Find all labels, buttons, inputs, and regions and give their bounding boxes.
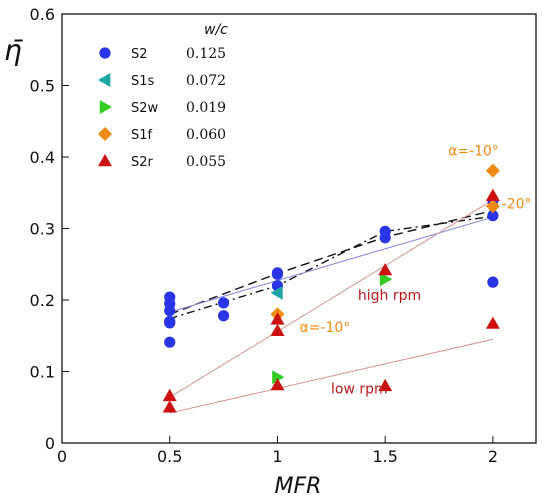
legend-marker-s2 [99, 47, 111, 59]
point-s2r-7 [378, 378, 393, 392]
fit-line-solid-4 [169, 199, 494, 398]
point-s2w-2 [379, 272, 393, 287]
point-s2-13 [379, 232, 391, 244]
point-s2r-4 [270, 323, 285, 336]
axis-ticks: 0 0.5 1 1.5 2 0 0.1 0.2 0.3 0.4 0.5 0.6 [30, 5, 498, 466]
y-tick-label: 0.6 [30, 5, 55, 24]
point-s2r-8 [485, 188, 500, 201]
point-s2r-5 [270, 378, 285, 391]
legend-marker-s1s [98, 73, 111, 87]
y-tick-label: 0 [45, 434, 55, 453]
legend-marker-s2w [99, 100, 112, 114]
annotation-5: low rpm [331, 382, 388, 398]
y-tick-label: 0.3 [30, 220, 55, 239]
x-tick-label: 1 [272, 447, 282, 466]
point-s2-8 [217, 310, 230, 322]
x-axis-title: MFR [275, 474, 322, 499]
x-tick-label: 1.5 [372, 447, 397, 466]
legend-label-s1f: S1f [131, 128, 153, 143]
legend-value-s1f: 0.060 [186, 127, 226, 143]
point-s2-15 [487, 210, 499, 222]
y-tick-label: 0.1 [30, 363, 55, 382]
annotations: α=-10° -20° high rpm α=-10° low rpm [299, 144, 531, 398]
x-tick-label: 0.5 [157, 447, 182, 466]
point-s1s-1 [270, 285, 283, 300]
point-s2-16 [487, 276, 499, 288]
y-tick-label: 0.4 [30, 148, 55, 167]
legend-label-s2r: S2r [131, 155, 154, 170]
point-s2-6 [164, 336, 176, 348]
legend: w/c S2 0.125 S1s 0.072 S2w 0.019 S1f 0.060 S2r 0.… [98, 22, 228, 170]
point-s2r-6 [378, 263, 393, 276]
point-s1f-2 [485, 163, 500, 178]
data-points [162, 163, 500, 413]
legend-value-s2r: 0.055 [186, 154, 226, 170]
point-s2r-1 [162, 388, 177, 402]
legend-value-s2: 0.125 [186, 46, 226, 62]
legend-marker-s2r [98, 154, 112, 167]
x-tick-label: 2 [488, 447, 498, 466]
legend-label-s2: S2 [131, 47, 148, 62]
fit-line-solid-5 [169, 338, 494, 414]
annotation-1: α=-10° [448, 144, 499, 160]
legend-value-s2w: 0.019 [186, 100, 226, 116]
x-tick-label: 0 [57, 447, 67, 466]
point-s2-10 [271, 268, 284, 280]
point-s2-5 [164, 317, 176, 329]
legend-marker-s1f [98, 127, 112, 141]
point-s2r-9 [485, 316, 500, 329]
legend-label-s1s: S1s [131, 74, 155, 89]
annotation-3: high rpm [358, 288, 421, 304]
point-s2-3 [164, 305, 176, 317]
point-s2-7 [217, 297, 230, 309]
legend-header: w/c [204, 22, 228, 38]
point-s2r-2 [162, 400, 177, 413]
legend-label-s2w: S2w [131, 101, 159, 116]
y-axis-title: η̄ [4, 34, 24, 67]
fit-line-dashed-1 [169, 209, 494, 315]
y-tick-label: 0.5 [30, 77, 55, 96]
point-s1f-3 [485, 199, 500, 214]
legend-value-s1s: 0.072 [186, 73, 226, 89]
point-s2r-3 [270, 312, 285, 325]
point-s2w-1 [272, 370, 285, 385]
annotation-2: -20° [502, 196, 532, 212]
annotation-4: α=-10° [299, 320, 350, 336]
y-tick-label: 0.2 [30, 291, 55, 310]
